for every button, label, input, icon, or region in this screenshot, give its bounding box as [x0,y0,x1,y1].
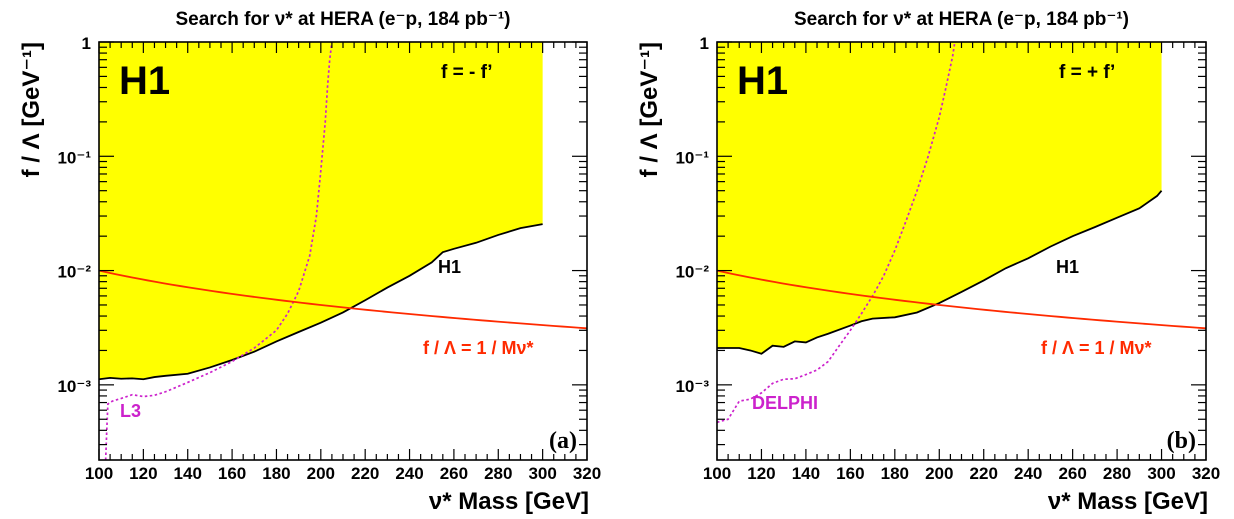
unit-coupling-line [717,269,1206,330]
experiment-logo-label: H1 [119,59,170,103]
y-tick-label: 10⁻¹ [57,148,91,167]
x-tick-label: 280 [484,464,512,483]
x-tick-label: 300 [528,464,556,483]
x-tick-label: 160 [218,464,246,483]
x-tick-label: 180 [881,464,909,483]
chart-panel-a: 100 120 140 160 180 200 220 240 260 280 300 320 10⁻³… [18,9,601,515]
other-experiment-line [104,42,333,460]
x-tick-label: 260 [440,464,468,483]
x-tick-label: 320 [573,464,601,483]
x-axis-label: ν* Mass [GeV] [429,488,589,515]
x-tick-label: 200 [925,464,953,483]
y-tick-label: 10⁻³ [675,377,709,396]
x-tick-label: 220 [970,464,998,483]
chart-title: Search for ν* at HERA (e⁻p, 184 pb⁻¹) [175,9,510,30]
y-tick-label: 10⁻¹ [675,148,709,167]
x-tick-label: 100 [703,464,731,483]
x-tick-label: 200 [307,464,335,483]
coupling-annotation: f = - f’ [441,62,493,83]
y-tick-label: 1 [700,34,709,53]
y-axis-label: f / Λ [GeV⁻¹] [636,42,663,177]
excluded-region [99,42,543,380]
h1-series-label: H1 [1056,257,1079,277]
x-tick-label: 260 [1058,464,1086,483]
h1-limit-line [717,190,1163,355]
x-tick-label: 140 [174,464,202,483]
y-tick-label: 10⁻² [675,263,709,282]
panel-label: (a) [549,428,577,454]
x-tick-label: 180 [262,464,290,483]
chart-title: Search for ν* at HERA (e⁻p, 184 pb⁻¹) [794,9,1129,30]
plot-area [717,42,1206,424]
x-tick-label: 320 [1192,464,1220,483]
x-tick-label: 240 [395,464,423,483]
unit-coupling-line [99,269,587,330]
x-tick-label: 240 [1014,464,1042,483]
x-tick-label: 120 [129,464,157,483]
x-tick-label: 280 [1103,464,1131,483]
panel-label: (b) [1167,428,1196,454]
x-tick-label: 160 [836,464,864,483]
y-axis-label: f / Λ [GeV⁻¹] [18,42,45,177]
x-tick-label: 120 [747,464,775,483]
x-tick-label: 300 [1147,464,1175,483]
unit-coupling-label: f / Λ = 1 / Mν* [1041,338,1152,358]
x-tick-label: 100 [85,464,113,483]
experiment-logo-label: H1 [737,59,788,103]
coupling-annotation: f = + f’ [1059,62,1115,83]
other-experiment-line [717,42,956,424]
other-experiment-label: L3 [120,401,141,421]
y-tick-label: 1 [82,34,91,53]
chart-panel-b: 100 120 140 160 180 200 220 240 260 280 300 320 10⁻³… [636,9,1220,515]
plot-area [99,42,587,460]
h1-limit-line [99,223,543,381]
x-tick-label: 140 [792,464,820,483]
excluded-region [717,42,1162,354]
h1-series-label: H1 [438,257,461,277]
other-experiment-label: DELPHI [752,393,818,413]
x-tick-label: 220 [351,464,379,483]
y-tick-label: 10⁻³ [57,377,91,396]
y-tick-label: 10⁻² [57,263,91,282]
unit-coupling-label: f / Λ = 1 / Mν* [423,338,534,358]
x-axis-label: ν* Mass [GeV] [1048,488,1208,515]
